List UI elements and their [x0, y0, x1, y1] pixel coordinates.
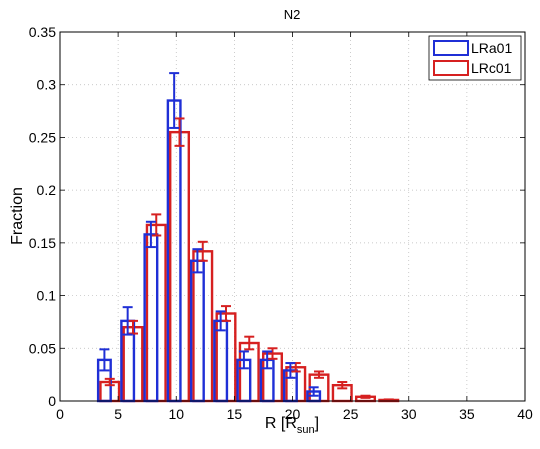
axis-ticks: 0 5 10 15 20 25 30 35 40 0 0.05 0.1 0.15 0.2 0.25 0.3 0.… [29, 24, 533, 422]
y-tick-label: 0.3 [37, 77, 57, 93]
x-tick-label: 40 [517, 406, 533, 422]
x-axis-label: R [Rsun] [265, 415, 319, 436]
x-tick-label: 25 [343, 406, 359, 422]
x-tick-label: 10 [168, 406, 184, 422]
legend-swatch-lrc01 [433, 60, 469, 76]
y-tick-label: 0.2 [37, 182, 57, 198]
chart-title: N2 [284, 7, 301, 22]
y-tick-label: 0.15 [29, 235, 56, 251]
y-tick-label: 0.25 [29, 129, 56, 145]
x-tick-label: 0 [56, 406, 64, 422]
y-axis-label: Fraction [9, 187, 26, 245]
x-axis-label-main: R [R [265, 415, 297, 432]
y-tick-label: 0 [48, 393, 56, 409]
y-tick-label: 0.1 [37, 288, 57, 304]
y-tick-label: 0.05 [29, 340, 56, 356]
x-tick-label: 5 [114, 406, 122, 422]
x-tick-label: 20 [285, 406, 301, 422]
x-tick-label: 35 [459, 406, 475, 422]
x-axis-label-subscript: sun [297, 424, 315, 436]
legend-box [428, 35, 522, 81]
y-tick-label: 0.35 [29, 24, 56, 40]
legend-swatch-lra01 [433, 40, 469, 56]
legend: LRa01 LRc01 [428, 35, 522, 81]
x-tick-label: 30 [401, 406, 417, 422]
x-tick-label: 15 [227, 406, 243, 422]
grid-lines [60, 32, 525, 401]
x-axis-label-close: ] [315, 415, 319, 432]
legend-label-lra01: LRa01 [471, 40, 512, 56]
error-bars [99, 72, 394, 402]
legend-label-lrc01: LRc01 [471, 60, 512, 76]
